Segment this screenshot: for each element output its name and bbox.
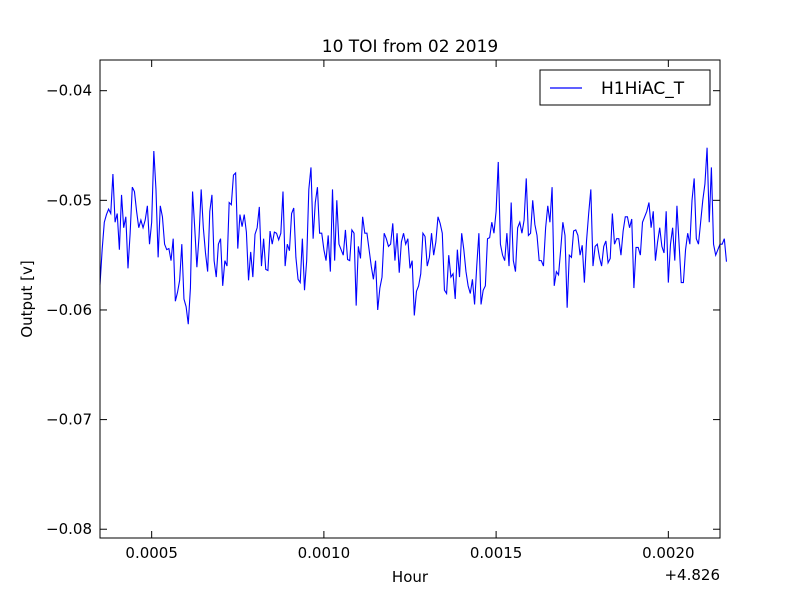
series-layer — [99, 147, 728, 325]
y-tick-label: −0.04 — [46, 82, 92, 100]
x-axis-label: Hour — [392, 568, 429, 586]
y-tick-label: −0.05 — [46, 191, 92, 209]
x-tick-label: 0.0020 — [642, 544, 695, 562]
x-tick-label: 0.0015 — [470, 544, 523, 562]
y-axis-ticks: −0.04 −0.05 −0.06 −0.07 −0.08 — [46, 82, 720, 538]
chart-title: 10 TOI from 02 2019 — [322, 37, 498, 57]
x-axis-ticks: 0.0005 0.0010 0.0015 0.0020 — [125, 60, 695, 562]
legend-label-h1hiac-t: H1HiAC_T — [601, 79, 685, 99]
series-line-h1hiac-t — [99, 147, 728, 325]
legend: H1HiAC_T — [539, 69, 711, 106]
legend-box — [539, 69, 711, 106]
x-tick-label: 0.0010 — [298, 544, 351, 562]
x-axis-offset-label: +4.826 — [664, 566, 720, 584]
y-tick-label: −0.08 — [46, 520, 92, 538]
y-tick-label: −0.07 — [46, 411, 92, 429]
x-tick-label: 0.0005 — [125, 544, 178, 562]
axes-frame — [99, 59, 721, 539]
y-axis-label: Output [v] — [18, 260, 36, 337]
y-tick-label: −0.06 — [46, 301, 92, 319]
plot-area — [99, 59, 728, 539]
